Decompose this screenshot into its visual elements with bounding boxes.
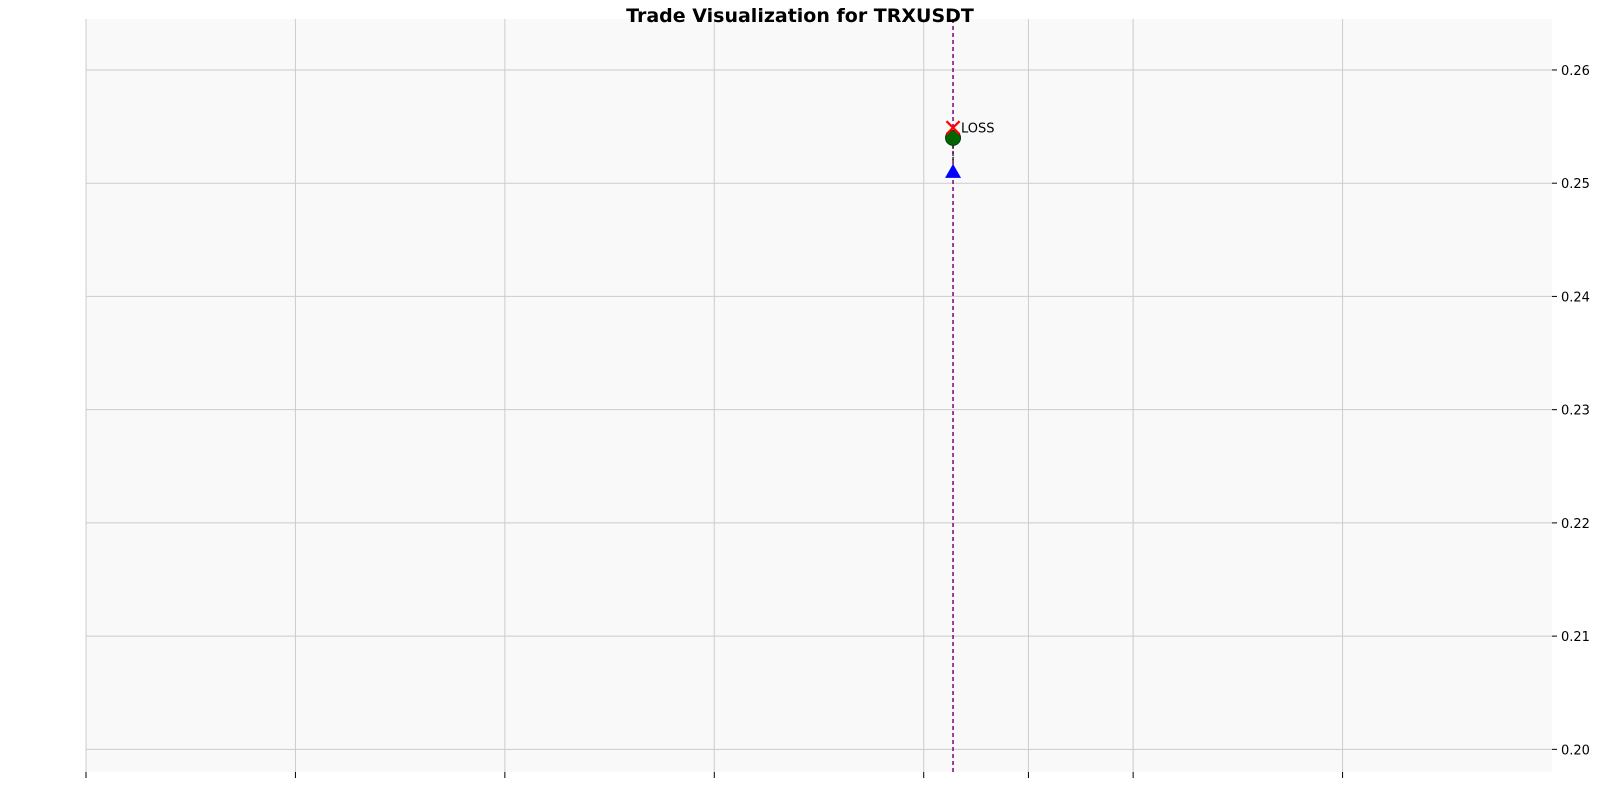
y-tick-label: 0.20 (1561, 743, 1590, 758)
axis-layer: 0.20 0.21 0.22 0.23 0.24 0.25 0.26 (85, 64, 1590, 778)
plot-background (86, 19, 1552, 772)
loss-annotation: LOSS (961, 122, 995, 137)
grid-layer (85, 19, 1552, 772)
entry-marker (945, 163, 962, 178)
marks-layer: LOSS (945, 19, 995, 772)
y-tick-label: 0.22 (1561, 517, 1590, 532)
chart-title: Trade Visualization for TRXUSDT (626, 5, 974, 27)
loss-marker (945, 120, 961, 135)
y-tick-label: 0.26 (1561, 64, 1590, 79)
y-tick-label: 0.23 (1561, 404, 1590, 419)
y-tick-label: 0.21 (1561, 630, 1590, 645)
exit-marker (945, 129, 962, 146)
y-tick-label: 0.24 (1561, 290, 1590, 305)
y-tick-label: 0.25 (1561, 177, 1590, 192)
loss-marker-stroke (945, 120, 961, 135)
